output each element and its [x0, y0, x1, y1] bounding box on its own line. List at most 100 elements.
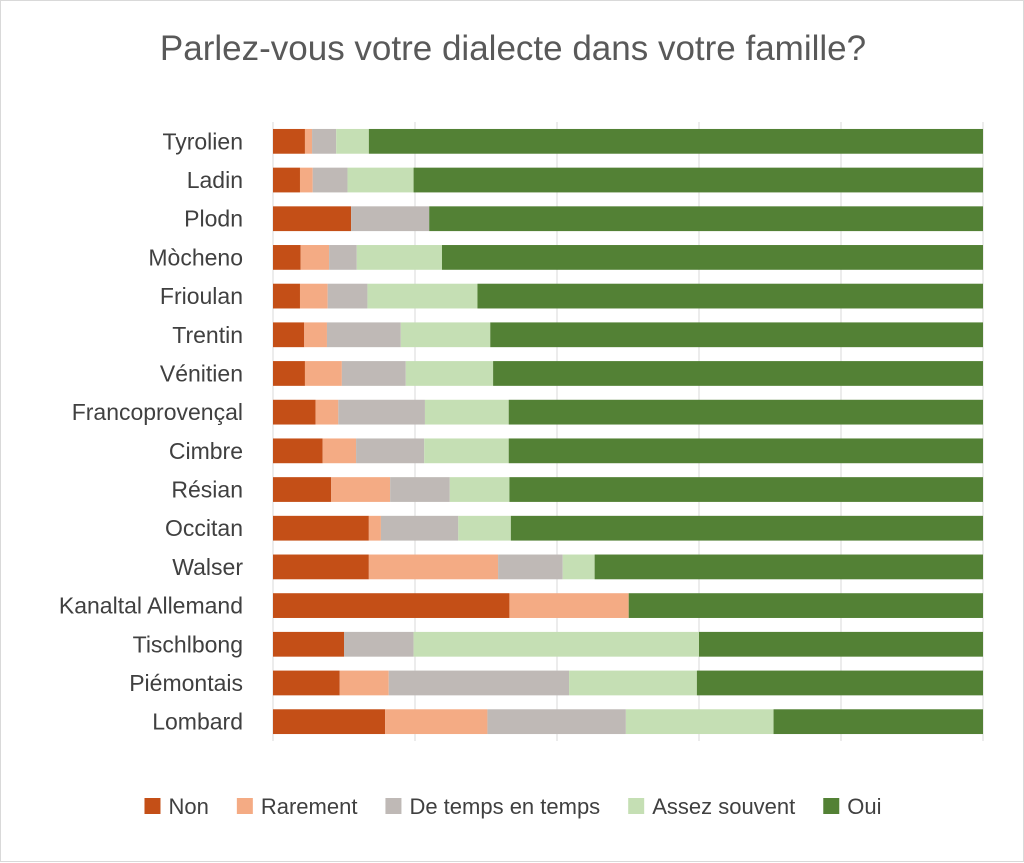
legend-swatch	[144, 798, 161, 814]
legend-swatch	[823, 798, 840, 814]
bar-segment	[509, 593, 629, 618]
bar-segment	[441, 245, 984, 270]
category-label: Tyrolien	[162, 128, 243, 154]
bar-segment	[273, 399, 316, 425]
legend-swatch	[236, 798, 253, 814]
legend-label: Oui	[847, 794, 881, 819]
bar-segment	[273, 515, 369, 541]
category-label: Trentin	[172, 322, 243, 348]
bar-segment	[273, 631, 344, 657]
bar-segment	[569, 670, 697, 696]
bar-segment	[562, 554, 595, 580]
bar-segment	[509, 477, 983, 502]
category-label: Occitan	[165, 515, 243, 541]
bar-segment	[477, 283, 983, 309]
bar-segment	[273, 670, 340, 696]
bar-segment	[273, 283, 300, 309]
bar-segment	[368, 554, 499, 580]
category-label: Francoprovençal	[72, 399, 243, 425]
bar-segment	[510, 515, 983, 541]
bar-segment	[628, 593, 983, 618]
category-label: Cimbre	[169, 438, 243, 464]
bar-segment	[458, 515, 511, 541]
bar-segment	[385, 709, 488, 735]
bar-segment	[312, 128, 337, 154]
category-label: Tischlbong	[133, 631, 243, 657]
bar-segment	[699, 631, 983, 657]
bar-segment	[273, 477, 332, 502]
legend: Non Rarement De temps en temps Assez souven…	[144, 794, 882, 819]
bar-segment	[338, 399, 425, 425]
bar-segment	[405, 361, 494, 386]
bar-segment	[273, 361, 305, 386]
category-label: Piémontais	[129, 670, 243, 696]
bar-segment	[413, 167, 984, 193]
bar-segment	[356, 438, 425, 464]
bar-segment	[625, 709, 774, 735]
bar-segment	[380, 515, 459, 541]
bar-segment	[273, 593, 510, 618]
legend-label: Rarement	[261, 794, 358, 819]
bar-segment	[413, 631, 699, 657]
bar-segment	[299, 283, 328, 309]
bar-segment	[339, 670, 389, 696]
bar-segment	[429, 206, 983, 232]
bar-segment	[773, 709, 983, 735]
bar-segment	[329, 245, 357, 270]
bar-segment	[351, 206, 430, 232]
bars	[273, 128, 984, 735]
legend-label: De temps en temps	[409, 794, 600, 819]
bar-segment	[304, 361, 342, 386]
bar-segment	[400, 322, 491, 348]
bar-segment	[312, 167, 348, 193]
category-label: Plodn	[184, 206, 243, 232]
category-label: Kanaltal Allemand	[59, 593, 243, 619]
category-labels: Tyrolien Ladin Plodn Mòcheno Frioulan Trentin…	[59, 128, 243, 734]
bar-segment	[493, 361, 983, 386]
bar-segment	[367, 283, 478, 309]
bar-segment	[273, 438, 323, 464]
legend-label: Non	[168, 794, 208, 819]
category-label: Résian	[171, 477, 243, 503]
bar-segment	[344, 631, 414, 657]
legend-swatch	[385, 798, 402, 814]
bar-segment	[327, 283, 368, 309]
bar-segment	[508, 399, 983, 425]
bar-segment	[273, 206, 352, 232]
bar-segment	[336, 128, 369, 154]
bar-segment	[356, 245, 442, 270]
bar-segment	[390, 477, 450, 502]
bar-segment	[300, 245, 330, 270]
bar-segment	[273, 245, 301, 270]
category-label: Vénitien	[160, 360, 243, 386]
category-label: Ladin	[187, 167, 243, 193]
bar-segment	[304, 128, 313, 154]
bar-segment	[273, 322, 305, 348]
bar-segment	[315, 399, 339, 425]
bar-segment	[449, 477, 510, 502]
legend-label: Assez souvent	[652, 794, 795, 819]
bar-segment	[487, 709, 626, 735]
bar-segment	[368, 128, 984, 154]
bar-segment	[273, 128, 305, 154]
legend-swatch	[628, 798, 645, 814]
bar-segment	[490, 322, 983, 348]
bar-segment	[341, 361, 406, 386]
category-label: Mòcheno	[148, 244, 243, 270]
bar-segment	[273, 167, 300, 193]
bar-segment	[424, 399, 509, 425]
category-label: Lombard	[152, 709, 243, 735]
bar-segment	[347, 167, 414, 193]
bar-segment	[326, 322, 401, 348]
bar-segment	[368, 515, 381, 541]
bar-segment	[424, 438, 509, 464]
category-label: Walser	[172, 554, 243, 580]
chart-title: Parlez-vous votre dialecte dans votre fa…	[159, 29, 867, 68]
bar-segment	[331, 477, 391, 502]
bar-segment	[696, 670, 983, 696]
bar-segment	[388, 670, 570, 696]
bar-segment	[299, 167, 313, 193]
bar-segment	[594, 554, 983, 580]
